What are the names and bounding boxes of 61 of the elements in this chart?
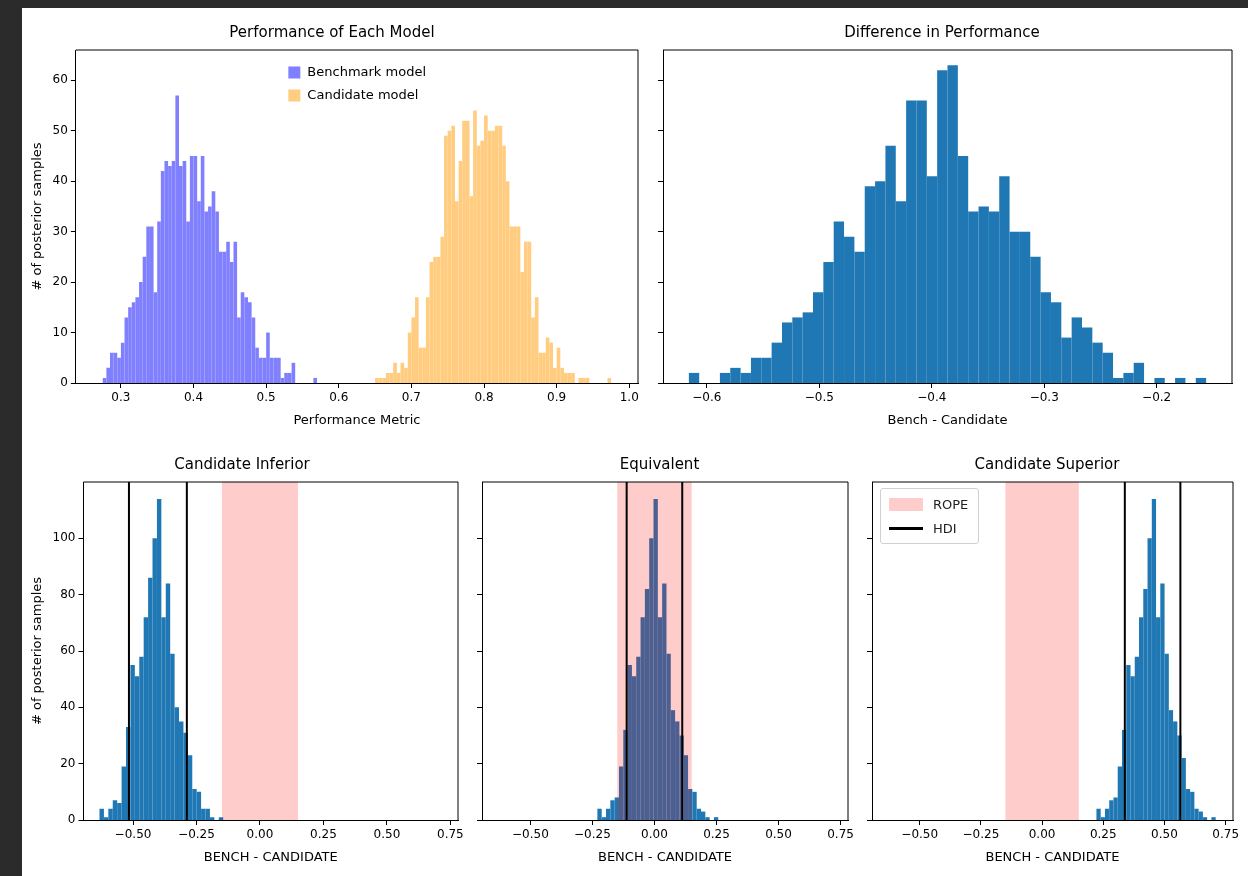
x-tick-label: −0.25 <box>178 827 215 842</box>
x-tick-label: −0.50 <box>901 827 939 842</box>
chart-title: Candidate Superior <box>974 454 1121 473</box>
x-tick-label: −0.2 <box>1142 390 1172 405</box>
y-axis-title: # of posterior samples <box>29 142 45 291</box>
x-axis-title: BENCH - CANDIDATE <box>985 848 1120 864</box>
ref-line-label: HDI <box>933 520 957 536</box>
x-axis-title: Bench - Candidate <box>887 411 1008 427</box>
x-tick-label: −0.25 <box>574 827 611 842</box>
x-tick-label: −0.5 <box>804 390 834 405</box>
x-tick-label: 0.00 <box>641 827 668 842</box>
y-tick-label: 30 <box>52 223 68 238</box>
y-tick-label: 10 <box>52 324 68 339</box>
x-tick-label: 0.75 <box>437 827 464 842</box>
x-tick-label: 1.0 <box>619 390 639 405</box>
y-tick-label: 40 <box>60 699 76 714</box>
chart-title: Difference in Performance <box>844 22 1040 41</box>
x-tick-label: 0.9 <box>547 390 567 405</box>
y-tick-label: 40 <box>52 173 68 188</box>
y-tick-label: 0 <box>60 375 68 390</box>
x-tick-label: −0.4 <box>917 390 947 405</box>
y-axis-title: # of posterior samples <box>29 576 45 726</box>
y-tick-label: 80 <box>60 586 76 601</box>
x-tick-label: −0.25 <box>962 827 1000 842</box>
y-tick-label: 20 <box>52 274 68 289</box>
x-tick-label: 0.25 <box>310 827 337 842</box>
x-axis-title: Performance Metric <box>293 411 421 427</box>
legend-label: Benchmark model <box>307 63 427 79</box>
y-tick-label: 0 <box>67 812 76 827</box>
x-tick-label: 0.8 <box>474 390 494 405</box>
x-tick-label: 0.50 <box>765 827 792 842</box>
x-tick-label: 0.75 <box>1212 827 1240 842</box>
y-tick-label: 20 <box>60 755 76 770</box>
x-tick-label: −0.50 <box>114 827 152 842</box>
legend-label: Candidate model <box>307 86 419 102</box>
y-tick-label: 60 <box>60 643 76 658</box>
chart-title: Performance of Each Model <box>229 22 435 41</box>
x-tick-label: 0.3 <box>111 390 131 405</box>
band-label: ROPE <box>933 496 969 512</box>
x-tick-label: 0.25 <box>703 827 730 842</box>
x-tick-label: 0.50 <box>1151 827 1178 842</box>
x-tick-label: −0.3 <box>1029 390 1059 405</box>
x-tick-label: 0.00 <box>1028 827 1056 842</box>
x-tick-label: 0.4 <box>183 390 204 405</box>
y-tick-label: 50 <box>52 122 68 137</box>
legend-key: ROPE HDI <box>880 488 980 544</box>
x-tick-label: 0.00 <box>246 827 274 842</box>
x-tick-label: 0.6 <box>329 390 349 405</box>
x-tick-label: 0.7 <box>401 390 421 405</box>
chart-title: Candidate Inferior <box>174 454 311 473</box>
y-tick-label: 60 <box>52 72 68 87</box>
x-tick-label: 0.5 <box>256 390 276 405</box>
x-axis-title: BENCH - CANDIDATE <box>597 848 733 864</box>
x-axis-title: BENCH - CANDIDATE <box>203 848 338 864</box>
chart-title: Equivalent <box>619 454 700 473</box>
y-tick-label: 100 <box>52 530 76 545</box>
x-tick-label: 0.50 <box>373 827 401 842</box>
x-tick-label: −0.6 <box>692 390 722 405</box>
x-tick-label: −0.50 <box>512 827 549 842</box>
x-tick-label: 0.75 <box>827 827 854 842</box>
x-tick-label: 0.25 <box>1089 827 1117 842</box>
